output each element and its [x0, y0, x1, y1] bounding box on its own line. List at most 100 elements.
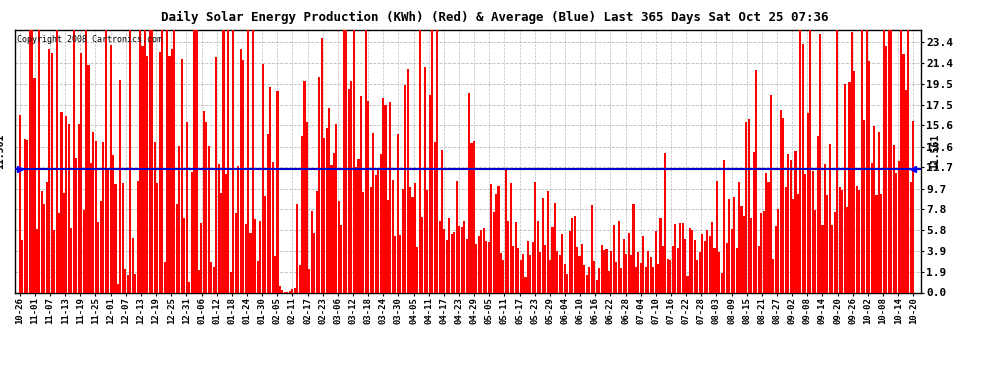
Bar: [905, 90, 907, 292]
Bar: [780, 110, 782, 292]
Bar: [792, 199, 794, 292]
Bar: [684, 239, 686, 292]
Bar: [444, 230, 446, 292]
Bar: [264, 196, 266, 292]
Bar: [394, 237, 396, 292]
Bar: [638, 252, 640, 292]
Bar: [269, 87, 271, 292]
Bar: [321, 38, 323, 292]
Text: Daily Solar Energy Production (KWh) (Red) & Average (Blue) Last 365 Days Sat Oct: Daily Solar Energy Production (KWh) (Red…: [161, 11, 829, 24]
Bar: [706, 230, 708, 292]
Bar: [259, 221, 261, 292]
Bar: [422, 217, 424, 292]
Bar: [873, 126, 875, 292]
Bar: [490, 184, 492, 292]
Bar: [500, 252, 502, 292]
Bar: [615, 262, 618, 292]
Bar: [350, 81, 352, 292]
Bar: [331, 165, 333, 292]
Bar: [601, 245, 603, 292]
Bar: [407, 69, 409, 292]
Bar: [505, 169, 507, 292]
Bar: [271, 162, 273, 292]
Bar: [848, 82, 850, 292]
Bar: [58, 213, 60, 292]
Bar: [542, 198, 544, 292]
Bar: [630, 255, 632, 292]
Bar: [843, 84, 845, 292]
Bar: [304, 81, 306, 292]
Bar: [480, 230, 482, 292]
Bar: [829, 144, 831, 292]
Bar: [326, 128, 328, 292]
Bar: [625, 254, 627, 292]
Bar: [225, 174, 227, 292]
Bar: [846, 207, 848, 292]
Bar: [374, 175, 377, 292]
Bar: [24, 138, 26, 292]
Bar: [515, 222, 517, 292]
Bar: [261, 64, 264, 292]
Bar: [689, 228, 691, 292]
Bar: [355, 167, 357, 292]
Bar: [742, 216, 745, 292]
Bar: [453, 232, 455, 292]
Bar: [399, 235, 401, 292]
Bar: [245, 224, 247, 292]
Bar: [49, 49, 50, 292]
Bar: [72, 30, 75, 292]
Bar: [900, 30, 902, 292]
Bar: [110, 45, 112, 292]
Bar: [537, 221, 539, 292]
Bar: [842, 189, 843, 292]
Bar: [790, 160, 792, 292]
Bar: [628, 232, 630, 292]
Bar: [696, 260, 698, 292]
Bar: [389, 102, 391, 292]
Bar: [674, 224, 676, 292]
Bar: [360, 96, 362, 292]
Bar: [527, 241, 529, 292]
Bar: [291, 289, 293, 292]
Bar: [775, 226, 777, 292]
Bar: [134, 274, 137, 292]
Bar: [757, 246, 759, 292]
Bar: [470, 143, 472, 292]
Bar: [183, 218, 185, 292]
Bar: [822, 225, 824, 292]
Bar: [392, 180, 394, 292]
Bar: [573, 216, 575, 292]
Bar: [701, 234, 703, 292]
Bar: [188, 282, 190, 292]
Bar: [855, 186, 858, 292]
Bar: [382, 99, 384, 292]
Bar: [343, 30, 345, 292]
Bar: [55, 30, 57, 292]
Bar: [782, 118, 784, 292]
Bar: [770, 95, 772, 292]
Bar: [736, 249, 738, 292]
Bar: [85, 30, 87, 292]
Bar: [478, 236, 480, 292]
Bar: [799, 30, 802, 292]
Bar: [29, 30, 31, 292]
Bar: [676, 248, 679, 292]
Text: Copyright 2008 Cartronics.com: Copyright 2008 Cartronics.com: [17, 35, 161, 44]
Bar: [431, 30, 434, 292]
Bar: [127, 275, 129, 292]
Bar: [460, 227, 462, 292]
Bar: [522, 255, 524, 292]
Bar: [664, 153, 666, 292]
Bar: [913, 121, 915, 292]
Bar: [686, 276, 688, 292]
Bar: [716, 181, 718, 292]
Bar: [132, 238, 134, 292]
Bar: [228, 30, 230, 292]
Bar: [210, 262, 212, 292]
Bar: [404, 85, 406, 292]
Bar: [613, 225, 615, 292]
Bar: [745, 122, 747, 292]
Bar: [223, 30, 225, 292]
Bar: [898, 160, 900, 292]
Bar: [328, 108, 330, 292]
